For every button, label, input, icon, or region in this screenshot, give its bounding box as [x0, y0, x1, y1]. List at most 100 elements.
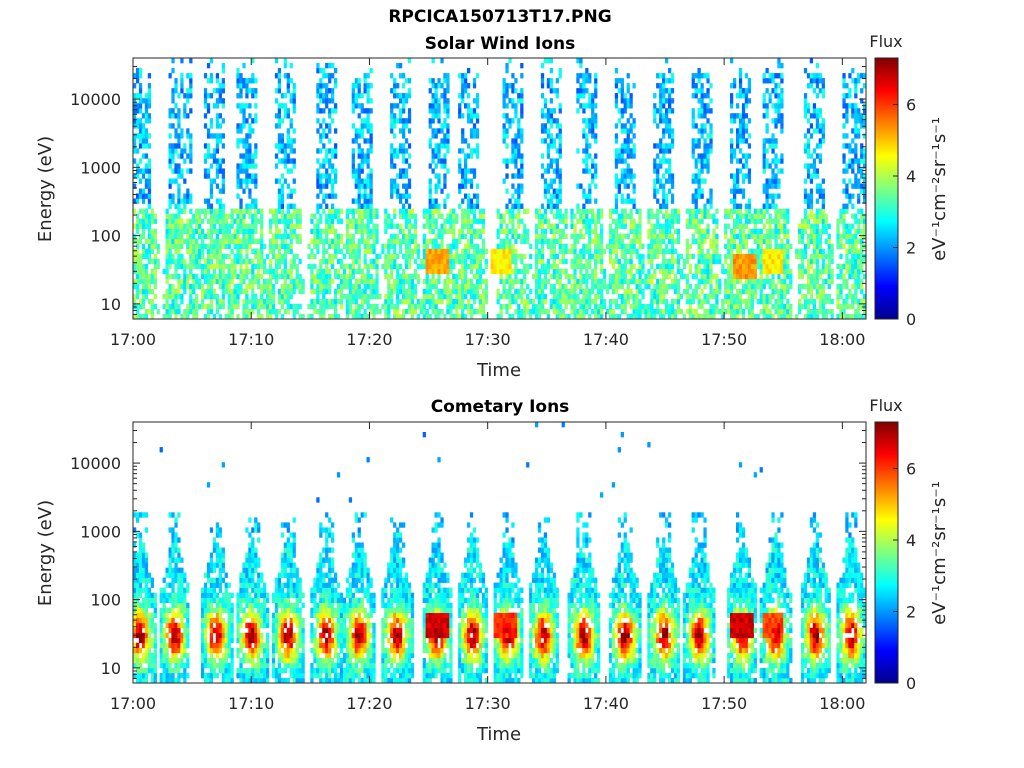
spectrogram-cell: [141, 213, 146, 219]
spectrogram-cell: [192, 218, 196, 224]
spectrogram-cell: [260, 208, 264, 214]
spectrogram-cell: [635, 298, 639, 305]
spectrogram-cell: [334, 253, 338, 260]
spectrogram-cell: [697, 98, 701, 104]
spectrogram-cell: [614, 163, 619, 169]
spectrogram-cell: [508, 198, 512, 204]
spectrogram-cell: [709, 288, 713, 295]
spectrogram-cell: [437, 158, 441, 164]
spectrogram-cell: [552, 238, 556, 245]
spectrogram-cell: [585, 213, 589, 219]
spectrogram-cell: [493, 253, 497, 260]
spectrogram-cell: [756, 253, 760, 260]
spectrogram-cell: [336, 208, 341, 214]
spectrogram-cell: [502, 178, 506, 184]
spectrogram-cell: [744, 258, 749, 265]
spectrogram-cell: [236, 303, 240, 310]
spectrogram-cell: [600, 253, 604, 260]
spectrogram-cell: [369, 243, 373, 250]
spectrogram-cell: [183, 203, 187, 209]
spectrogram-cell: [709, 133, 713, 139]
spectrogram-cell: [741, 128, 746, 134]
spectrogram-cell: [623, 98, 627, 104]
spectrogram-cell: [665, 178, 669, 184]
spectrogram-cell: [594, 233, 598, 240]
spectrogram-cell: [614, 314, 619, 320]
spectrogram-cell: [428, 138, 432, 144]
spectrogram-cell: [703, 113, 707, 119]
spectrogram-cell: [469, 118, 474, 124]
spectrogram-cell: [496, 298, 500, 305]
spectrogram-cell: [653, 143, 657, 149]
spectrogram-cell: [283, 238, 287, 245]
spectrogram-cell: [224, 253, 228, 260]
spectrogram-cell: [517, 173, 521, 179]
spectrogram-cell: [174, 178, 178, 184]
spectrogram-cell: [753, 293, 757, 300]
spectrogram-cell: [461, 78, 465, 84]
spectrogram-cell: [366, 163, 370, 169]
spectrogram-cell: [422, 263, 426, 270]
spectrogram-cell: [141, 293, 146, 300]
spectrogram-cell: [248, 268, 252, 275]
spectrogram-cell: [514, 188, 518, 194]
spectrogram-cell: [588, 188, 592, 194]
spectrogram-cell: [502, 293, 506, 300]
spectrogram-cell: [328, 178, 332, 184]
spectrogram-cell: [186, 133, 190, 139]
spectrogram-cell: [629, 314, 633, 320]
spectrogram-cell: [458, 314, 462, 320]
spectrogram-cell: [697, 73, 701, 79]
spectrogram-cell: [558, 278, 562, 285]
spectrogram-cell: [342, 243, 347, 250]
spectrogram-cell: [543, 293, 548, 300]
spectrogram-cell: [576, 88, 580, 94]
spectrogram-cell: [399, 168, 403, 174]
spectrogram-cell: [668, 238, 672, 245]
spectrogram-cell: [697, 158, 701, 164]
spectrogram-cell: [561, 218, 565, 224]
spectrogram-cell: [605, 283, 610, 290]
spectrogram-cell: [168, 253, 172, 260]
spectrogram-cell: [248, 128, 252, 134]
spectrogram-cell: [511, 283, 515, 290]
spectrogram-cell: [354, 133, 358, 139]
spectrogram-cell: [505, 68, 509, 74]
spectrogram-cell: [147, 238, 152, 245]
spectrogram-cell: [464, 173, 468, 179]
spectrogram-cell: [736, 188, 740, 194]
spectrogram-cell: [328, 314, 332, 320]
spectrogram-cell: [183, 158, 187, 164]
spectrogram-cell: [138, 278, 143, 285]
spectrogram-cell: [443, 314, 447, 320]
spectrogram-cell: [741, 263, 746, 270]
spectrogram-cell: [254, 153, 258, 159]
spectrogram-cell: [351, 253, 355, 260]
spectrogram-cell: [180, 73, 184, 79]
spectrogram-cell: [177, 143, 181, 149]
spectrogram-cell: [431, 309, 435, 315]
spectrogram-cell: [600, 233, 604, 240]
spectrogram-cell: [656, 163, 660, 169]
spectrogram-cell: [254, 213, 258, 219]
spectrogram-cell: [248, 133, 252, 139]
spectrogram-cell: [576, 314, 580, 320]
spectrogram-cell: [354, 268, 358, 275]
spectrogram-cell: [221, 88, 225, 94]
spectrogram-cell: [289, 203, 293, 209]
spectrogram-cell: [245, 309, 249, 315]
spectrogram-cell: [558, 128, 562, 134]
spectrogram-cell: [703, 238, 707, 245]
spectrogram-cell: [404, 198, 409, 204]
spectrogram-cell: [286, 208, 290, 214]
spectrogram-cell: [517, 148, 521, 154]
spectrogram-cell: [369, 183, 373, 189]
spectrogram-cell: [659, 268, 663, 275]
spectrogram-cell: [576, 93, 580, 99]
spectrogram-cell: [402, 183, 406, 189]
spectrogram-cell: [582, 273, 586, 280]
spectrogram-cell: [428, 88, 432, 94]
spectrogram-cell: [656, 223, 660, 229]
spectrogram-cell: [461, 228, 465, 235]
spectrogram-cell: [354, 83, 358, 89]
